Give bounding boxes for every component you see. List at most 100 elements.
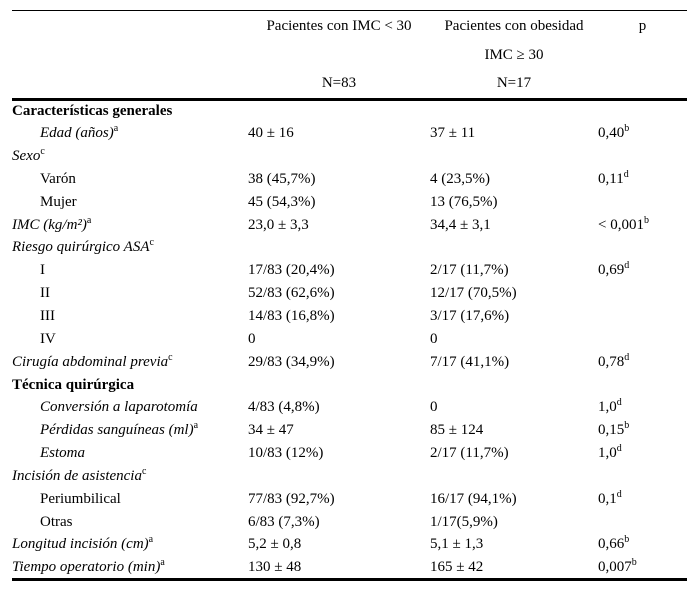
header-n-imc-lt30: N=83 [321, 75, 357, 92]
p-value: 0,15 [598, 422, 625, 439]
row-label-superscript: c [40, 146, 45, 158]
p-value-cell [598, 511, 687, 534]
p-value-superscript: b [624, 534, 630, 546]
value-obesidad: 2/17 (11,7%) [430, 445, 509, 462]
value-imc-lt30: 34 ± 47 [248, 422, 294, 439]
table-header: Pacientes con IMC < 30 Pacientes con obe… [12, 11, 687, 100]
p-value: 0,40 [598, 125, 625, 142]
row-label: Sexo [12, 148, 41, 165]
p-value: 0,78 [598, 353, 625, 370]
row-label: Longitud incisión (cm) [12, 536, 149, 553]
row-label-cell: IV [12, 328, 248, 351]
value-imc-lt30: 10/83 (12%) [248, 445, 324, 462]
row-label: Otras [40, 513, 73, 530]
row-label-superscript: c [168, 351, 173, 363]
row-label: III [40, 308, 55, 325]
row-label-superscript: a [160, 556, 165, 568]
table-row: Cirugía abdominal previac 29/83 (34,9%) … [12, 351, 687, 374]
row-label-cell: Tiempo operatorio (min)a [12, 556, 248, 579]
value-imc-lt30: 4/83 (4,8%) [248, 399, 320, 416]
value-obesidad: 7/17 (41,1%) [430, 353, 510, 370]
table-row: Conversión a laparotomía 4/83 (4,8%) 0 1… [12, 396, 687, 419]
p-value-cell: 0,69d [598, 259, 687, 282]
p-value: 0,007 [598, 558, 632, 575]
row-label-cell: Edad (años)a [12, 122, 248, 145]
p-value-superscript: b [624, 420, 630, 432]
value-obesidad: 85 ± 124 [430, 422, 484, 439]
p-value-cell: 0,1d [598, 488, 687, 511]
row-label: Riesgo quirúrgico ASA [12, 239, 150, 256]
p-value: 0,11 [598, 170, 624, 187]
header-spacer [248, 42, 430, 70]
p-value: < 0,001 [598, 216, 644, 233]
header-group-imc-lt30: Pacientes con IMC < 30 [266, 17, 412, 34]
value-imc-lt30 [248, 465, 430, 488]
p-value: 1,0 [598, 399, 617, 416]
p-value-superscript: b [624, 123, 630, 135]
header-spacer [598, 42, 687, 70]
table-row: Técnica quirúrgica [12, 374, 687, 397]
row-label-cell: I [12, 259, 248, 282]
row-label-cell: Longitud incisión (cm)a [12, 534, 248, 557]
table-body: Características generales Edad (años)a 4… [12, 100, 687, 580]
p-value-superscript: d [616, 397, 622, 409]
p-value-superscript: d [624, 260, 630, 272]
row-label-superscript: a [113, 123, 119, 135]
value-obesidad [430, 145, 598, 168]
value-imc-lt30: 45 (54,3%) [248, 193, 316, 210]
row-label-cell: Conversión a laparotomía [12, 396, 248, 419]
table-row: Riesgo quirúrgico ASAc [12, 237, 687, 260]
header-row-1: Pacientes con IMC < 30 Pacientes con obe… [12, 11, 687, 42]
row-label-cell: Pérdidas sanguíneas (ml)a [12, 419, 248, 442]
p-value-cell: 0,78d [598, 351, 687, 374]
value-imc-lt30: 17/83 (20,4%) [248, 262, 335, 279]
table-row: Tiempo operatorio (min)a 130 ± 48 165 ± … [12, 556, 687, 579]
value-imc-lt30: 40 ± 16 [248, 125, 294, 142]
p-value-cell: 0,40b [598, 122, 687, 145]
comparison-table: Pacientes con IMC < 30 Pacientes con obe… [12, 10, 687, 581]
value-obesidad: 1/17(5,9%) [430, 513, 498, 530]
value-obesidad: 2/17 (11,7%) [430, 262, 509, 279]
header-row-2: IMC ≥ 30 [12, 42, 687, 70]
p-value-cell [598, 191, 687, 214]
p-value-cell: 1,0d [598, 396, 687, 419]
value-obesidad [430, 237, 598, 260]
table-row: Edad (años)a 40 ± 16 37 ± 11 0,40b [12, 122, 687, 145]
row-label-cell: Otras [12, 511, 248, 534]
value-imc-lt30: 77/83 (92,7%) [248, 490, 335, 507]
row-label-cell: Cirugía abdominal previac [12, 351, 248, 374]
row-label-cell: Estoma [12, 442, 248, 465]
value-obesidad: 13 (76,5%) [430, 193, 498, 210]
row-label: II [40, 285, 50, 302]
header-group-obesidad: Pacientes con obesidad [444, 17, 584, 34]
p-value-superscript: d [624, 351, 630, 363]
table-row: Periumbilical 77/83 (92,7%) 16/17 (94,1%… [12, 488, 687, 511]
table-row: II 52/83 (62,6%) 12/17 (70,5%) [12, 282, 687, 305]
p-value-cell: 0,007b [598, 556, 687, 579]
p-value-cell [598, 100, 687, 123]
value-imc-lt30: 5,2 ± 0,8 [248, 536, 302, 553]
p-value-cell [598, 305, 687, 328]
row-label: IMC (kg/m²) [12, 216, 87, 233]
value-obesidad: 0 [430, 399, 438, 416]
row-label: Periumbilical [40, 490, 121, 507]
table-row: Otras 6/83 (7,3%) 1/17(5,9%) [12, 511, 687, 534]
row-label: Tiempo operatorio (min) [12, 558, 161, 575]
p-value-cell: 0,11d [598, 168, 687, 191]
p-value-cell: < 0,001b [598, 214, 687, 237]
row-label: I [40, 262, 45, 279]
p-value: 0,69 [598, 262, 625, 279]
value-imc-lt30: 52/83 (62,6%) [248, 285, 335, 302]
row-label-cell: Mujer [12, 191, 248, 214]
row-label-superscript: c [141, 465, 147, 477]
value-imc-lt30 [248, 374, 430, 397]
value-obesidad: 165 ± 42 [430, 558, 484, 575]
p-value: 1,0 [598, 445, 617, 462]
row-label: Cirugía abdominal previa [12, 353, 169, 370]
p-value-cell: 0,66b [598, 534, 687, 557]
p-value-cell [598, 328, 687, 351]
row-label-cell: IMC (kg/m²)a [12, 214, 248, 237]
p-value-cell [598, 374, 687, 397]
header-spacer [12, 42, 248, 70]
row-label: Edad (años) [40, 125, 114, 142]
